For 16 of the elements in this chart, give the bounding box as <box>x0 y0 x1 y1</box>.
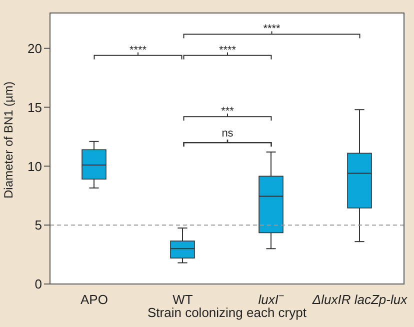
x-tick-label: APO <box>80 292 108 307</box>
y-tick-label: 5 <box>34 218 42 233</box>
y-tick-label: 15 <box>28 100 42 115</box>
x-tick-label: WT <box>172 292 193 307</box>
annotation: ns <box>222 128 234 140</box>
annotation: **** <box>263 23 282 36</box>
x-tick-label: ΔluxIR lacZp-lux <box>311 292 408 307</box>
annotation: **** <box>129 44 148 56</box>
x-tick-label: luxI$^{−}$ <box>258 290 285 307</box>
y-tick-label: 10 <box>28 158 42 174</box>
y-axis-title: Diameter of BN1 (µm) <box>1 82 16 198</box>
y-tick-label: 20 <box>28 40 42 56</box>
y-tick-label: 0 <box>34 276 42 292</box>
annotation: **** <box>218 44 237 56</box>
annotation: *** <box>221 106 235 118</box>
x-axis-title: Strain colonizing each crypt <box>148 305 307 320</box>
